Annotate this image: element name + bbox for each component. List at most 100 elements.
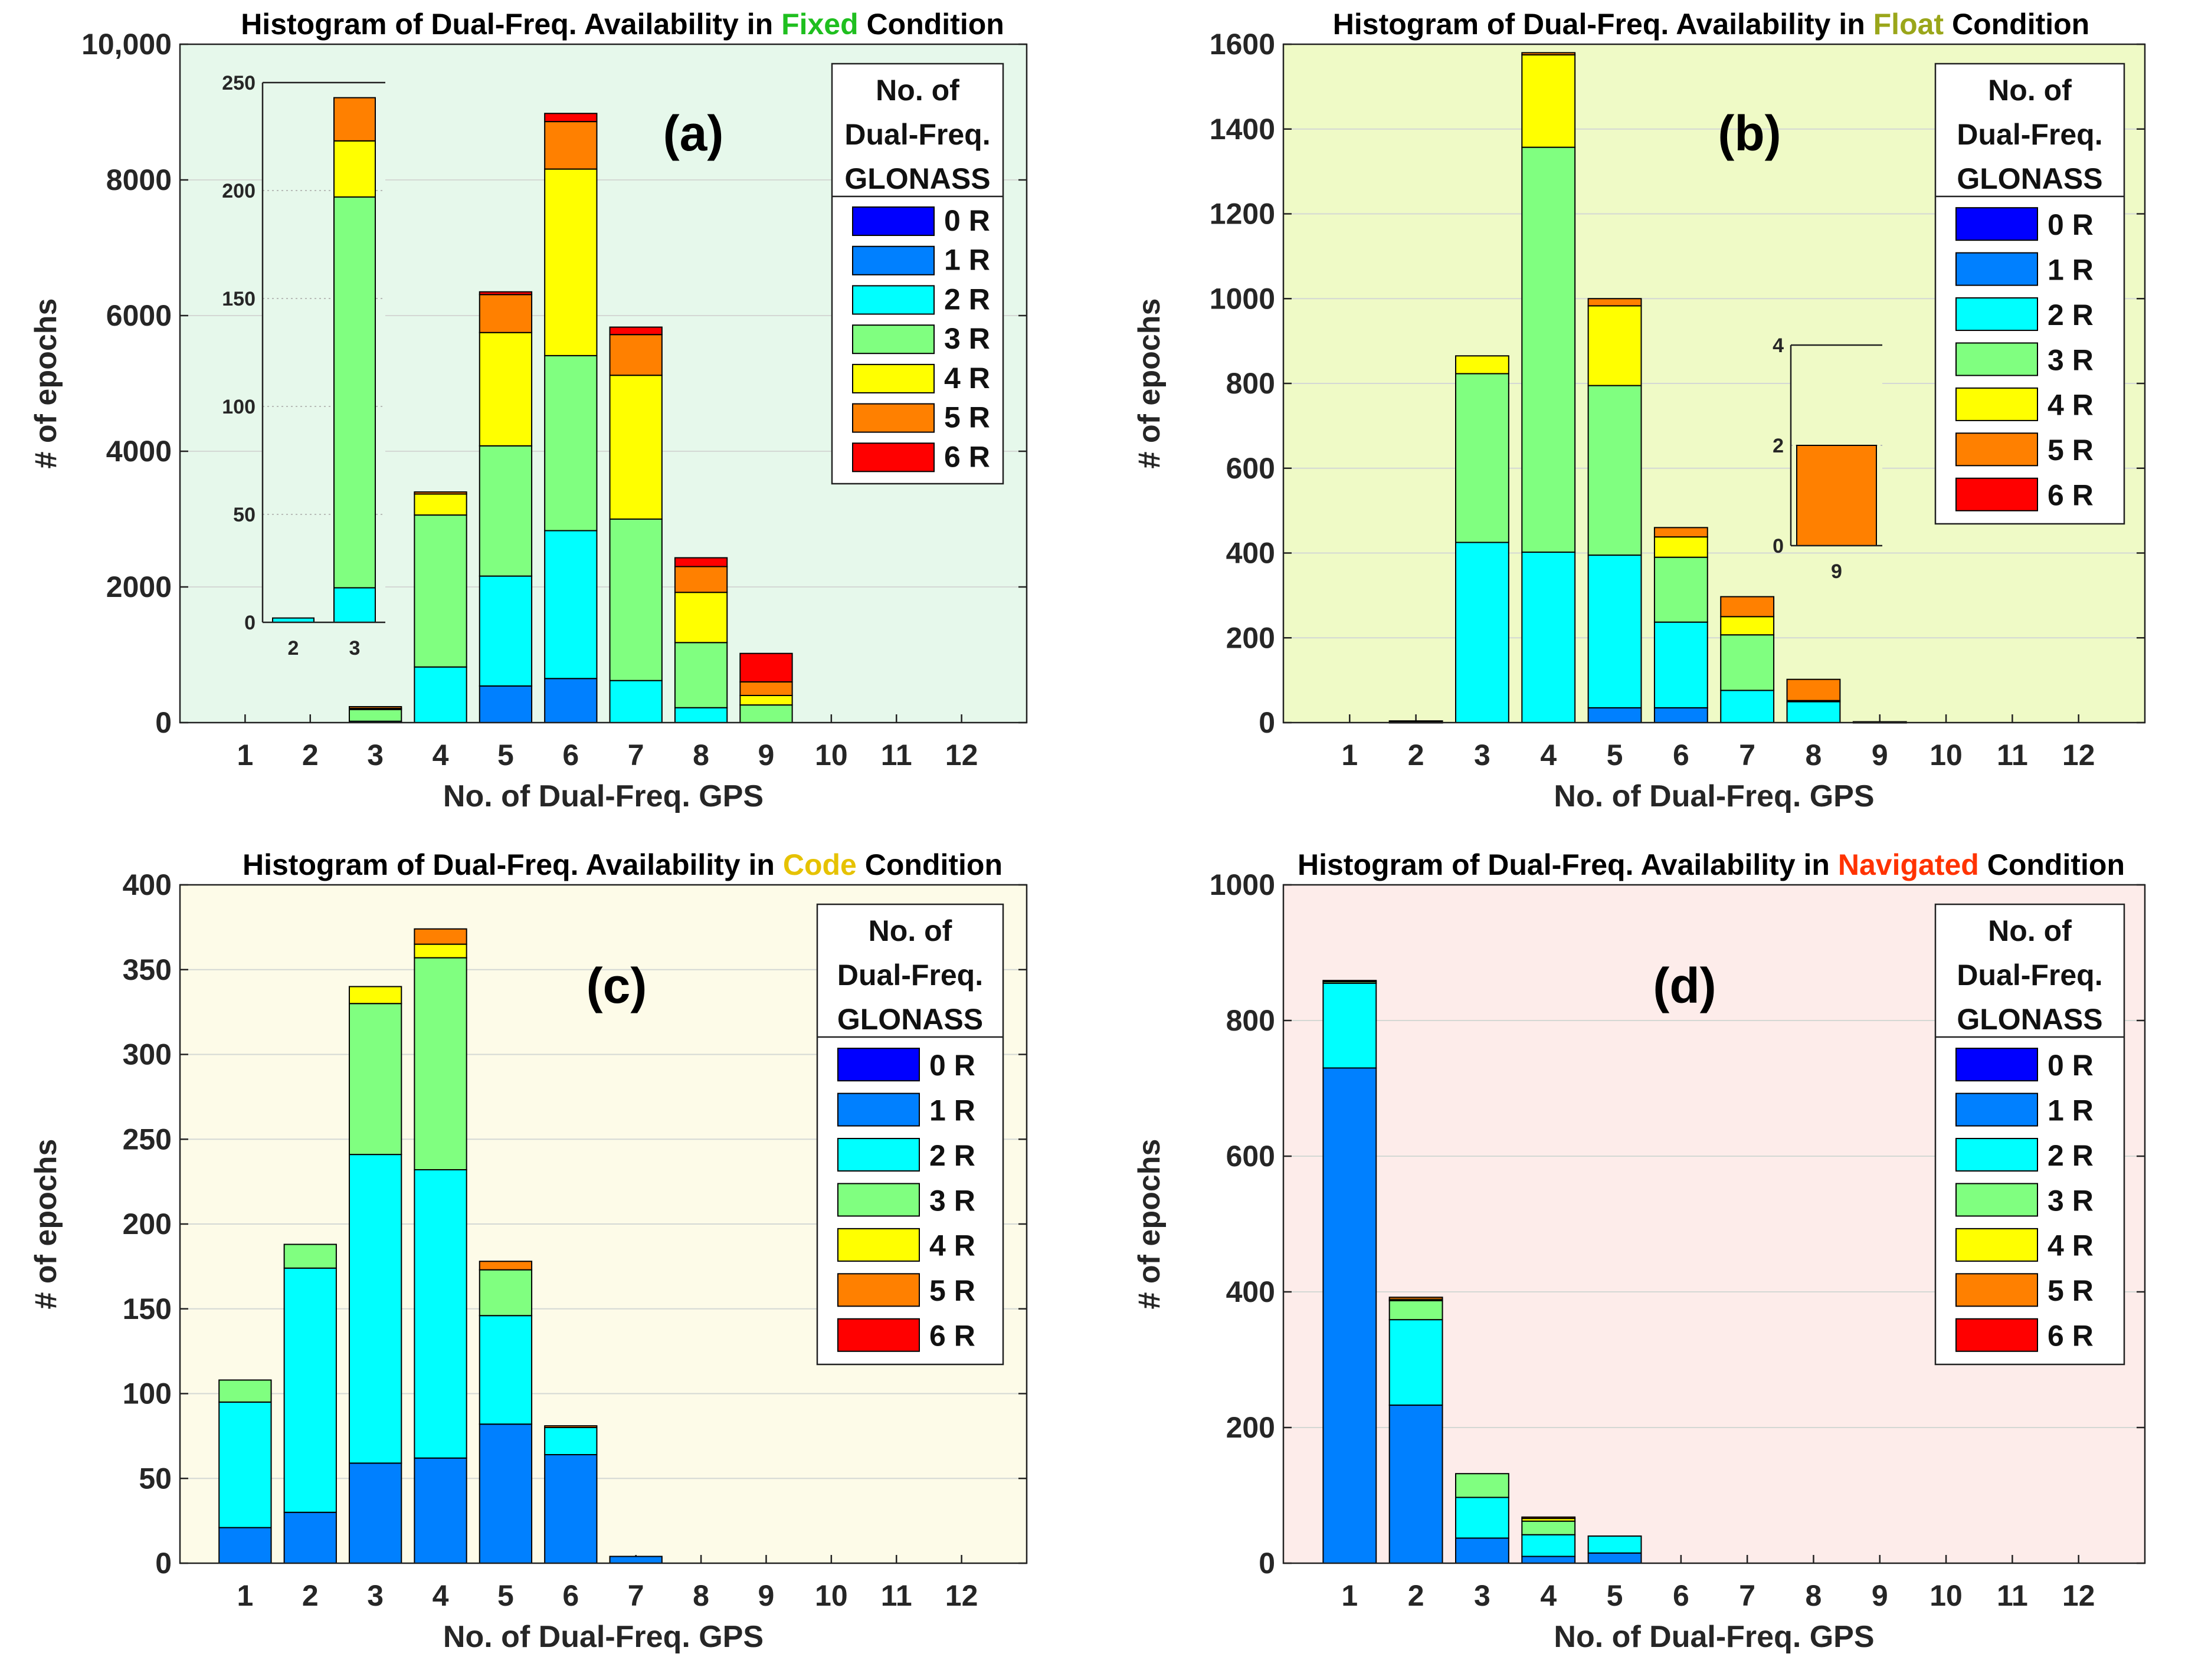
x-tick-label: 7 [1739, 1579, 1755, 1612]
legend-swatch [1955, 1183, 2038, 1217]
inset-y-tick-label: 2 [1773, 435, 1784, 457]
inset-y-tick-label: 50 [233, 504, 255, 526]
bar-segment-2r [414, 666, 467, 723]
x-tick-label: 10 [815, 739, 848, 772]
legend: No. of Dual-Freq. GLONASS 0 R 1 R 2 R 3 R 4 R 5 … [1934, 903, 2125, 1366]
bar-segment-2r [283, 1267, 337, 1513]
legend-swatch [837, 1048, 920, 1082]
bar-segment-3r [349, 708, 402, 722]
legend-swatch [1955, 1138, 2038, 1172]
panel-label: (c) [587, 958, 647, 1013]
bar-segment-3r [283, 1243, 337, 1269]
title-suffix: Condition [1979, 848, 2125, 881]
bar-segment-3r [349, 1003, 402, 1156]
bar-segment-3r [414, 514, 467, 668]
bar-segment-5r [1720, 596, 1775, 618]
bar-segment-4r [479, 332, 533, 447]
y-tick-label: 200 [1226, 621, 1275, 654]
x-tick-label: 12 [945, 739, 978, 772]
bar-segment-3r [218, 1379, 272, 1403]
x-axis-label: No. of Dual-Freq. GPS [443, 779, 764, 813]
legend-entry-label: 4 R [944, 362, 990, 395]
x-tick-label: 11 [1997, 1579, 2028, 1612]
title-condition: Float [1873, 8, 1944, 41]
title-suffix: Condition [1944, 8, 2089, 41]
x-tick-label: 10 [1929, 1579, 1963, 1612]
x-tick-label: 7 [628, 1579, 644, 1612]
bar-segment-3r [674, 642, 728, 708]
legend-entry-label: 0 R [944, 204, 990, 237]
x-tick-label: 1 [237, 739, 253, 772]
axes-box [179, 43, 1028, 724]
legend-entry-label: 6 R [929, 1320, 975, 1353]
legend-entry-label: 3 R [2048, 1184, 2094, 1217]
y-tick-label: 800 [1226, 1004, 1275, 1037]
legend-swatch [852, 363, 935, 393]
x-tick-label: 5 [497, 739, 514, 772]
x-tick-label: 2 [1408, 1579, 1424, 1612]
legend-swatch [1955, 477, 2038, 511]
chart-title: Histogram of Dual-Freq. Availability in … [241, 8, 1004, 41]
title-prefix: Histogram of Dual-Freq. Availability in [243, 848, 783, 881]
bar-segment-6r [609, 326, 663, 336]
bar-segment-4r [674, 592, 728, 644]
legend-entry-label: 4 R [929, 1229, 975, 1262]
bar-segment-3r [1653, 556, 1708, 623]
bar-segment-6r [544, 113, 598, 123]
bar-segment-5r [1388, 1297, 1443, 1300]
bar-segment-5r [739, 681, 793, 696]
bar-segment-5r [1587, 298, 1642, 307]
legend-entry-label: 1 R [929, 1094, 975, 1127]
bar-segment-3r [479, 445, 533, 577]
y-tick-label: 6000 [106, 299, 172, 332]
x-tick-label: 9 [1872, 739, 1888, 772]
inset-y-tick-label: 200 [222, 180, 255, 202]
x-tick-label: 9 [758, 1579, 775, 1612]
x-tick-label: 9 [758, 739, 775, 772]
legend-title-line: Dual-Freq. [1957, 118, 2102, 151]
legend-title-line: GLONASS [1957, 162, 2102, 195]
bar-segment-4r [609, 375, 663, 520]
legend-swatch [1955, 432, 2038, 467]
legend-entry-label: 5 R [929, 1274, 975, 1307]
inset-bar-segment-3r [333, 196, 376, 589]
x-tick-label: 6 [562, 739, 579, 772]
bar-segment-1r [544, 678, 598, 723]
x-tick-label: 5 [1607, 739, 1623, 772]
y-axis-label: # of epochs [1132, 298, 1167, 469]
bar-segment-5r [1521, 1516, 1576, 1520]
inset-y-tick-label: 4 [1773, 334, 1784, 357]
bar-segment-4r [1322, 980, 1377, 983]
bar-segment-2r [479, 1315, 533, 1425]
bar-segment-2r [544, 530, 598, 680]
bar-segment-1r [1455, 1537, 1509, 1564]
title-prefix: Histogram of Dual-Freq. Availability in [1333, 8, 1873, 41]
bar-segment-5r [479, 294, 533, 333]
legend-title-line: GLONASS [837, 1003, 983, 1036]
legend-swatch [852, 403, 935, 433]
title-prefix: Histogram of Dual-Freq. Availability in [1298, 848, 1838, 881]
legend: No. of Dual-Freq. GLONASS 0 R 1 R 2 R 3 R 4 R 5 … [831, 63, 1004, 485]
y-tick-label: 600 [1226, 1140, 1275, 1173]
legend-title-line: Dual-Freq. [837, 959, 983, 992]
legend-swatch [837, 1092, 920, 1127]
bar-segment-1r [479, 685, 533, 724]
bar-segment-3r [414, 957, 467, 1170]
bar-segment-3r [1388, 1300, 1443, 1321]
bar-segment-1r [349, 1462, 402, 1564]
title-condition: Code [783, 848, 857, 881]
bar-segment-5r [544, 121, 598, 170]
legend-title-line: No. of [869, 914, 952, 947]
y-tick-label: 150 [123, 1292, 172, 1325]
bar-segment-1r [1587, 1552, 1642, 1564]
inset-x-tick-label: 3 [349, 637, 361, 659]
bar-segment-3r [609, 519, 663, 681]
y-tick-label: 0 [1259, 706, 1275, 739]
bar-segment-4r [1653, 536, 1708, 558]
x-tick-label: 5 [1607, 1579, 1623, 1612]
inset-bar-segment-2r [333, 587, 376, 624]
inset-bar-segment-4r [333, 140, 376, 198]
legend-entry-label: 6 R [2048, 479, 2094, 512]
y-tick-label: 10,000 [81, 28, 172, 61]
